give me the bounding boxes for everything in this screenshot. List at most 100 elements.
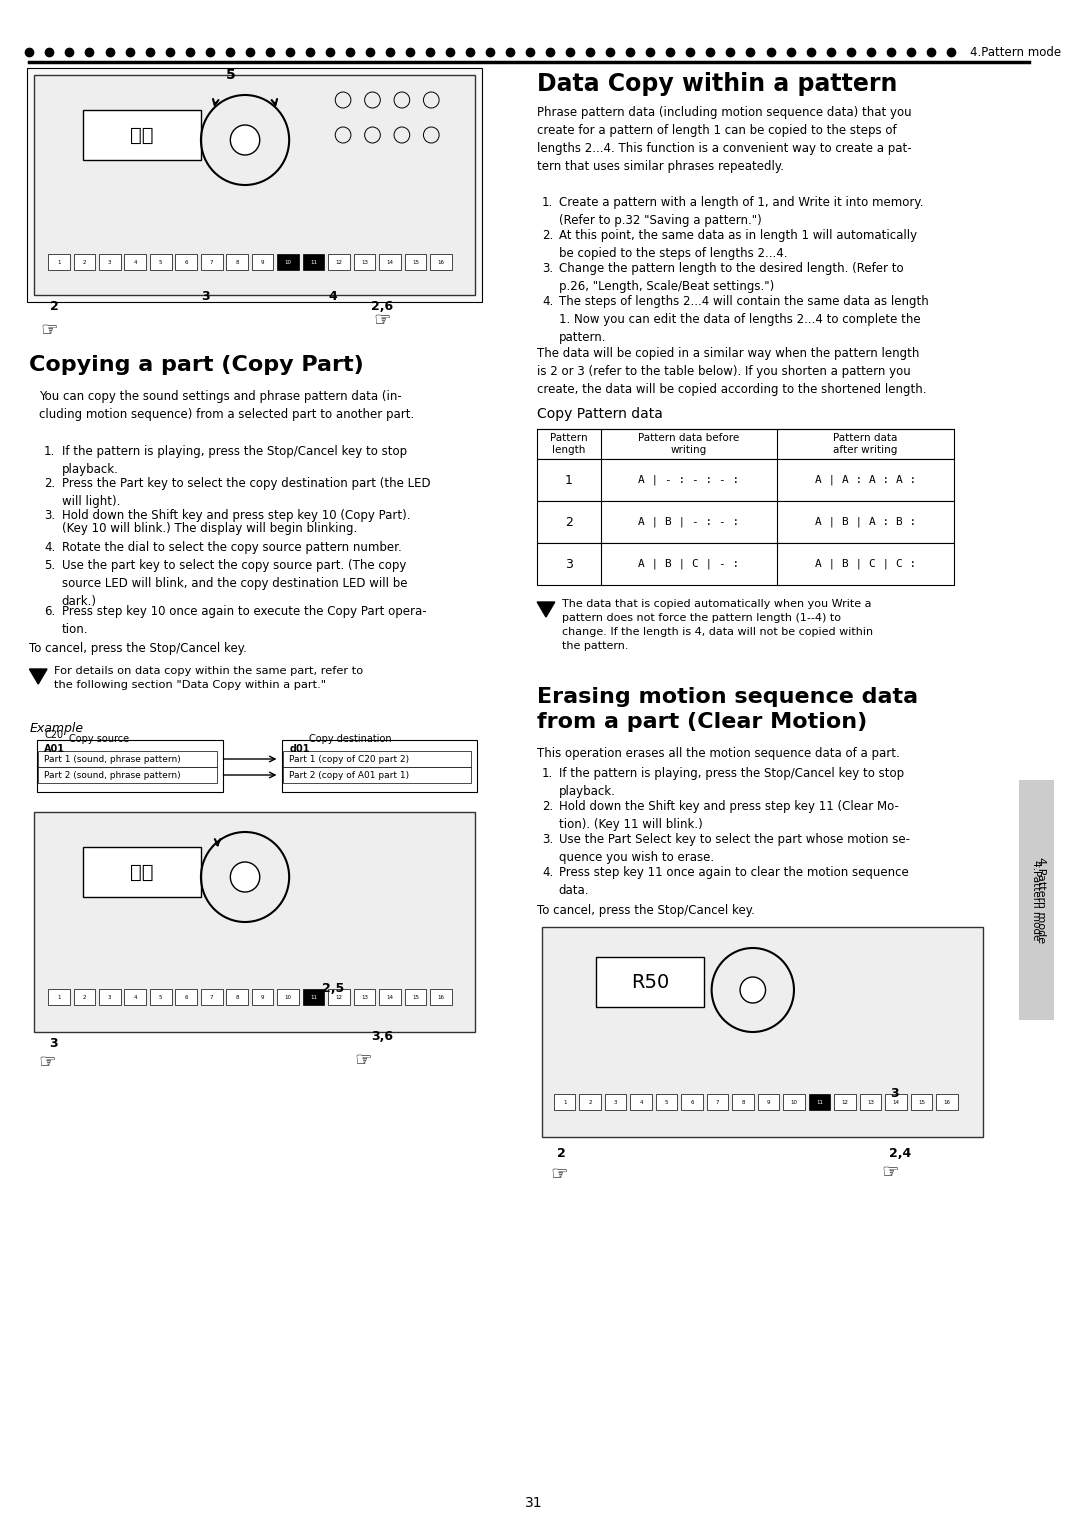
Text: 16: 16: [437, 260, 445, 264]
Text: 14: 14: [387, 995, 393, 999]
Circle shape: [230, 125, 260, 154]
Text: Part 2 (sound, phrase pattern): Part 2 (sound, phrase pattern): [44, 770, 180, 779]
Text: ☞: ☞: [550, 1166, 567, 1184]
Text: 2: 2: [565, 515, 573, 529]
FancyBboxPatch shape: [379, 254, 401, 270]
FancyBboxPatch shape: [283, 750, 472, 767]
FancyBboxPatch shape: [252, 254, 273, 270]
Text: Change the pattern length to the desired length. (Refer to
p.26, "Length, Scale/: Change the pattern length to the desired…: [558, 261, 903, 293]
FancyBboxPatch shape: [201, 989, 222, 1005]
Text: For details on data copy within the same part, refer to
the following section "D: For details on data copy within the same…: [54, 666, 363, 691]
Text: 4: 4: [639, 1100, 643, 1105]
Text: R50: R50: [631, 972, 669, 992]
FancyBboxPatch shape: [886, 1094, 907, 1109]
Text: To cancel, press the Stop/Cancel key.: To cancel, press the Stop/Cancel key.: [537, 905, 755, 917]
Text: 4.Pattern mode: 4.Pattern mode: [1031, 860, 1041, 940]
Text: Part 1 (sound, phrase pattern): Part 1 (sound, phrase pattern): [44, 755, 180, 764]
Text: Pattern data
after writing: Pattern data after writing: [834, 432, 897, 455]
Text: 祥祥: 祥祥: [131, 125, 153, 145]
Text: 8: 8: [235, 995, 239, 999]
Text: from a part (Clear Motion): from a part (Clear Motion): [537, 712, 867, 732]
Text: 4: 4: [134, 260, 137, 264]
Text: 13: 13: [361, 995, 368, 999]
Text: d01: d01: [289, 744, 310, 753]
FancyBboxPatch shape: [537, 429, 954, 458]
FancyBboxPatch shape: [354, 254, 376, 270]
Text: 4.: 4.: [44, 541, 55, 555]
FancyBboxPatch shape: [706, 1094, 728, 1109]
Text: Press the Part key to select the copy destination part (the LED
will light).: Press the Part key to select the copy de…: [62, 477, 430, 507]
FancyBboxPatch shape: [73, 989, 95, 1005]
Text: 6.: 6.: [44, 605, 55, 617]
Text: To cancel, press the Stop/Cancel key.: To cancel, press the Stop/Cancel key.: [29, 642, 247, 656]
Text: ☞: ☞: [38, 1053, 56, 1071]
FancyBboxPatch shape: [542, 927, 983, 1137]
Text: 15: 15: [413, 260, 419, 264]
Text: 3: 3: [202, 290, 211, 303]
Text: 9: 9: [261, 260, 265, 264]
Text: 1.: 1.: [44, 445, 55, 458]
Text: A | B | A : B :: A | B | A : B :: [815, 516, 916, 527]
FancyBboxPatch shape: [35, 811, 475, 1031]
FancyBboxPatch shape: [537, 458, 954, 501]
Text: ☞: ☞: [881, 1163, 899, 1183]
Polygon shape: [537, 602, 555, 617]
Text: 6: 6: [185, 260, 188, 264]
Text: 3,6: 3,6: [372, 1030, 393, 1044]
Text: 4.Pattern mode: 4.Pattern mode: [971, 46, 1062, 58]
Text: Use the Part Select key to select the part whose motion se-
quence you wish to e: Use the Part Select key to select the pa…: [558, 833, 909, 863]
Text: 3: 3: [50, 1038, 58, 1050]
Text: 1.: 1.: [542, 196, 553, 209]
Text: 2.: 2.: [542, 801, 553, 813]
Text: Pattern
length: Pattern length: [550, 432, 588, 455]
FancyBboxPatch shape: [73, 254, 95, 270]
Circle shape: [740, 976, 766, 1002]
Text: At this point, the same data as in length 1 will automatically
be copied to the : At this point, the same data as in lengt…: [558, 229, 917, 260]
FancyBboxPatch shape: [278, 989, 299, 1005]
FancyBboxPatch shape: [175, 254, 197, 270]
FancyBboxPatch shape: [596, 957, 704, 1007]
Text: The data that is copied automatically when you Write a
pattern does not force th: The data that is copied automatically wh…: [562, 599, 873, 651]
Text: A01: A01: [44, 744, 65, 753]
FancyBboxPatch shape: [809, 1094, 831, 1109]
Text: 3: 3: [108, 995, 111, 999]
Polygon shape: [29, 669, 48, 685]
Text: You can copy the sound settings and phrase pattern data (in-
cluding motion sequ: You can copy the sound settings and phra…: [39, 390, 415, 422]
Text: 14: 14: [387, 260, 393, 264]
Text: Hold down the Shift key and press step key 11 (Clear Mo-
tion). (Key 11 will bli: Hold down the Shift key and press step k…: [558, 801, 899, 831]
FancyBboxPatch shape: [405, 254, 427, 270]
Text: 4.: 4.: [542, 866, 553, 879]
FancyBboxPatch shape: [656, 1094, 677, 1109]
Text: 1: 1: [563, 1100, 566, 1105]
Text: Press step key 11 once again to clear the motion sequence
data.: Press step key 11 once again to clear th…: [558, 866, 908, 897]
FancyBboxPatch shape: [328, 254, 350, 270]
Text: Erasing motion sequence data: Erasing motion sequence data: [537, 688, 918, 707]
FancyBboxPatch shape: [936, 1094, 958, 1109]
Text: ☞: ☞: [40, 321, 57, 339]
FancyBboxPatch shape: [379, 989, 401, 1005]
FancyBboxPatch shape: [283, 767, 472, 782]
Text: 祥祥: 祥祥: [131, 862, 153, 882]
FancyBboxPatch shape: [834, 1094, 855, 1109]
Text: 6: 6: [185, 995, 188, 999]
FancyBboxPatch shape: [405, 989, 427, 1005]
Text: 31: 31: [525, 1496, 543, 1510]
Text: If the pattern is playing, press the Stop/Cancel key to stop
playback.: If the pattern is playing, press the Sto…: [558, 767, 904, 798]
FancyBboxPatch shape: [48, 989, 69, 1005]
Text: 1: 1: [57, 260, 60, 264]
FancyBboxPatch shape: [83, 847, 201, 897]
Text: 3: 3: [565, 558, 573, 570]
Text: Copy destination: Copy destination: [309, 733, 391, 744]
Text: Hold down the Shift key and press step key 10 (Copy Part).: Hold down the Shift key and press step k…: [62, 509, 410, 523]
Text: 12: 12: [841, 1100, 849, 1105]
Text: 3.: 3.: [44, 509, 55, 523]
Text: Pattern data before
writing: Pattern data before writing: [638, 432, 740, 455]
Text: The steps of lengths 2...4 will contain the same data as length
1. Now you can e: The steps of lengths 2...4 will contain …: [558, 295, 929, 344]
FancyBboxPatch shape: [631, 1094, 652, 1109]
Text: 16: 16: [437, 995, 445, 999]
Text: 10: 10: [791, 1100, 797, 1105]
Text: Part 1 (copy of C20 part 2): Part 1 (copy of C20 part 2): [289, 755, 409, 764]
Text: 11: 11: [310, 260, 318, 264]
Text: 15: 15: [918, 1100, 924, 1105]
Text: 2: 2: [589, 1100, 592, 1105]
